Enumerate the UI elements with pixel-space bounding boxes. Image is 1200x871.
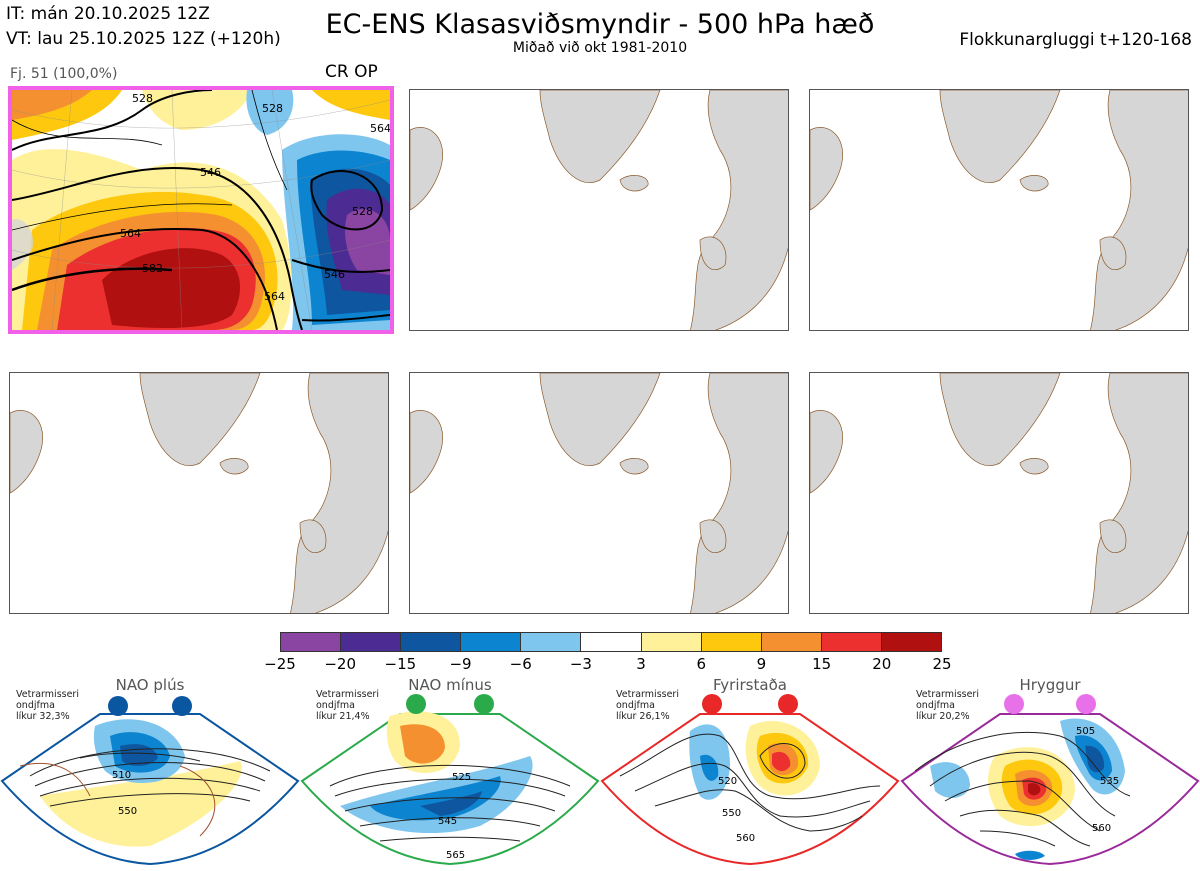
regime-info: Vetrarmisseri ondjfma líkur 20,2% — [916, 689, 979, 722]
cluster-map-5[interactable] — [409, 372, 789, 614]
regime-nao-plus[interactable]: 510 550 NAO plús Vetrarmisseri ondjfma lík… — [0, 676, 300, 871]
colorbar-tick-label: 15 — [812, 655, 832, 673]
colorbar-swatch — [701, 633, 762, 651]
anomaly-colorbar — [280, 632, 942, 652]
contour-label: 564 — [264, 290, 285, 303]
contour-label: 525 — [452, 772, 471, 783]
colorbar-tick-label: −25 — [264, 655, 296, 673]
valid-time: VT: lau 25.10.2025 12Z (+120h) — [6, 29, 281, 49]
colorbar-swatch — [821, 633, 882, 651]
colorbar-tick-label: 25 — [932, 655, 952, 673]
colorbar-swatch — [521, 633, 582, 651]
regime-name: NAO plús — [115, 676, 185, 694]
regime-name: Hryggur — [1019, 676, 1081, 694]
contour-label: 528 — [262, 102, 283, 115]
regime-map: 505 535 560 — [900, 694, 1200, 866]
contour-label: 550 — [722, 808, 741, 819]
map-background — [10, 373, 388, 613]
contour-label: 550 — [118, 806, 137, 817]
regime-map: 510 550 — [0, 696, 300, 866]
contour-label: 560 — [1092, 823, 1111, 834]
colorbar-swatch — [581, 633, 642, 651]
regime-map: 520 550 560 — [600, 694, 900, 866]
colorbar-swatch — [341, 633, 402, 651]
contour-label: 510 — [112, 770, 131, 781]
anomaly-field: 528 528 546 564 582 528 546 564 564 — [12, 90, 390, 330]
map-background — [410, 90, 788, 330]
colorbar-tick-label: 3 — [636, 655, 646, 673]
contour-label: 528 — [352, 205, 373, 218]
colorbar-tick-label: 6 — [696, 655, 707, 673]
colorbar-tick-label: −3 — [569, 655, 592, 673]
cluster-map-1[interactable]: 528 528 546 564 582 528 546 564 564 — [8, 86, 394, 334]
contour-label: 545 — [438, 816, 457, 827]
cluster-map-3[interactable] — [809, 89, 1189, 331]
cluster-map-4[interactable] — [9, 372, 389, 614]
cluster-map-6[interactable] — [809, 372, 1189, 614]
control-operational-label: CR OP — [325, 62, 378, 82]
climatology-subtitle: Miðað við okt 1981-2010 — [512, 40, 688, 56]
regime-blocking[interactable]: 520 550 560 Fyrirstaða Vetrarmisseri ondj… — [600, 676, 900, 871]
map-background — [410, 373, 788, 613]
colorbar-swatch — [881, 633, 942, 651]
page-title: EC-ENS Klasasviðsmyndir - 500 hPa hæð — [325, 9, 875, 40]
colorbar-tick-label: −20 — [324, 655, 356, 673]
regime-ridge[interactable]: 505 535 560 Hryggur Vetrarmisseri ondjfma… — [900, 676, 1200, 871]
contour-label: 546 — [200, 166, 221, 179]
contour-label: 505 — [1076, 726, 1095, 737]
regime-info: Vetrarmisseri ondjfma líkur 26,1% — [616, 689, 679, 722]
contour-label: 520 — [718, 776, 737, 787]
classification-window: Flokkunargluggi t+120-168 — [959, 30, 1192, 50]
contour-label: 528 — [132, 92, 153, 105]
contour-label: 535 — [1100, 776, 1119, 787]
initial-time: IT: mán 20.10.2025 12Z — [6, 4, 210, 24]
colorbar-swatch — [761, 633, 822, 651]
regime-nao-minus[interactable]: 525 545 565 NAO mínus Vetrarmisseri ondjf… — [300, 676, 600, 871]
colorbar-tick-label: −9 — [449, 655, 472, 673]
regime-name: Fyrirstaða — [713, 676, 787, 694]
regime-name: NAO mínus — [408, 676, 492, 694]
colorbar-tick-label: 20 — [872, 655, 892, 673]
contour-label: 565 — [446, 850, 465, 861]
cluster-map-2[interactable] — [409, 89, 789, 331]
contour-label: 546 — [324, 268, 345, 281]
regime-info: Vetrarmisseri ondjfma líkur 32,3% — [16, 689, 79, 722]
colorbar-tick-label: −15 — [384, 655, 417, 673]
map-background — [810, 373, 1188, 613]
colorbar-swatch — [281, 633, 342, 651]
map-background — [810, 90, 1188, 330]
colorbar-tick-label: 9 — [756, 655, 767, 673]
colorbar-tick-label: −6 — [509, 655, 532, 673]
member-count-label: Fj. 51 (100,0%) — [10, 66, 118, 82]
colorbar-swatch — [461, 633, 522, 651]
contour-label: 582 — [142, 262, 163, 275]
contour-label: 560 — [736, 833, 755, 844]
colorbar-swatch — [641, 633, 702, 651]
colorbar-swatch — [401, 633, 462, 651]
regime-info: Vetrarmisseri ondjfma líkur 21,4% — [316, 689, 379, 722]
contour-label: 564 — [120, 227, 141, 240]
contour-label: 564 — [370, 122, 390, 135]
regime-map: 525 545 565 — [300, 694, 600, 866]
